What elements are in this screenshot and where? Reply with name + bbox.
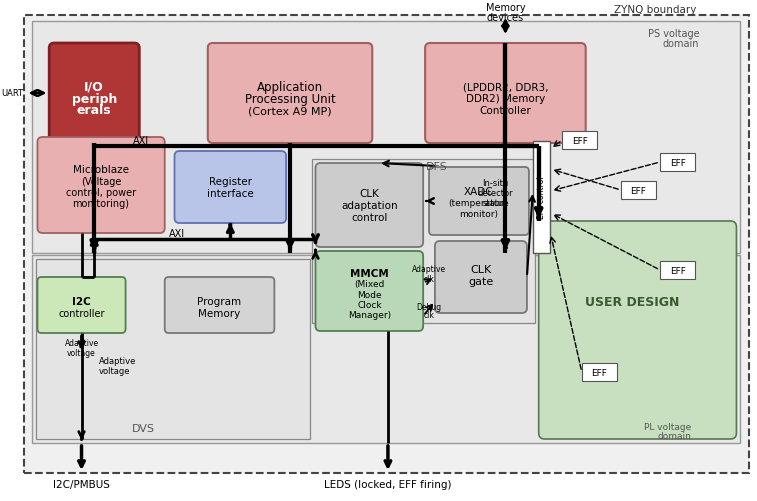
Text: XADC: XADC (464, 187, 494, 196)
Text: I2C/PMBUS: I2C/PMBUS (53, 479, 110, 489)
Text: In-situ: In-situ (482, 179, 509, 188)
Text: PS voltage: PS voltage (648, 29, 699, 39)
Text: Memory: Memory (485, 3, 525, 13)
Bar (660, 154, 696, 172)
Text: Clock: Clock (357, 300, 382, 309)
Bar (36, 260, 310, 439)
Text: Manager): Manager) (347, 310, 391, 319)
Text: DVS: DVS (132, 423, 154, 433)
Text: ZYNQ boundary: ZYNQ boundary (614, 5, 696, 15)
FancyBboxPatch shape (165, 278, 274, 333)
Text: MMCM: MMCM (350, 269, 388, 279)
FancyBboxPatch shape (37, 138, 165, 233)
Text: devices: devices (487, 13, 524, 23)
Text: Application: Application (257, 80, 323, 93)
Text: monitoring): monitoring) (73, 198, 129, 208)
Text: Adaptive: Adaptive (99, 357, 136, 366)
Bar (660, 262, 696, 280)
FancyBboxPatch shape (539, 221, 737, 439)
Text: USER DESIGN: USER DESIGN (585, 295, 680, 308)
Text: PL voltage: PL voltage (644, 423, 691, 432)
Text: (Mixed: (Mixed (354, 280, 385, 289)
Text: domain: domain (658, 432, 691, 440)
FancyBboxPatch shape (49, 44, 139, 144)
FancyBboxPatch shape (316, 252, 423, 331)
Text: (Cortex A9 MP): (Cortex A9 MP) (248, 106, 332, 116)
Text: monitor): monitor) (459, 209, 498, 218)
Text: AXI: AXI (170, 228, 185, 238)
Bar (32, 22, 740, 254)
Text: Register: Register (209, 177, 252, 187)
Text: gate: gate (469, 277, 494, 287)
Text: control, power: control, power (66, 188, 136, 197)
Bar (562, 132, 597, 150)
Text: AXI: AXI (133, 136, 150, 146)
Text: periph: periph (72, 92, 117, 105)
Text: Adaptive: Adaptive (64, 339, 98, 348)
Bar (32, 256, 740, 443)
FancyBboxPatch shape (208, 44, 372, 144)
Text: control: control (351, 212, 388, 222)
Text: EFF: EFF (670, 158, 686, 167)
Text: I/O: I/O (84, 80, 104, 93)
Text: DFS: DFS (426, 162, 447, 172)
FancyBboxPatch shape (425, 44, 586, 144)
Text: Memory: Memory (198, 309, 241, 318)
Text: (LPDDR2, DDR3,: (LPDDR2, DDR3, (463, 82, 548, 92)
Text: Microblaze: Microblaze (73, 165, 129, 175)
Text: EFF control: EFF control (537, 176, 546, 219)
FancyBboxPatch shape (37, 278, 126, 333)
Bar (621, 182, 656, 199)
Text: Program: Program (198, 297, 241, 307)
Text: interface: interface (207, 188, 254, 198)
FancyBboxPatch shape (175, 152, 286, 223)
Text: EFF: EFF (631, 186, 646, 195)
Text: EFF: EFF (572, 136, 587, 145)
Text: Debug: Debug (416, 302, 441, 311)
Text: detector: detector (478, 189, 513, 198)
FancyBboxPatch shape (316, 164, 423, 247)
Text: Controller: Controller (479, 106, 531, 116)
Text: erals: erals (77, 104, 111, 117)
Bar (312, 160, 534, 323)
FancyBboxPatch shape (435, 241, 527, 313)
Text: status: status (483, 199, 509, 208)
Bar (533, 142, 550, 254)
Text: CLK: CLK (360, 188, 379, 198)
Text: voltage: voltage (67, 349, 96, 358)
Text: adaptation: adaptation (341, 200, 397, 210)
Text: CLK: CLK (470, 265, 491, 275)
Text: (temperature: (temperature (449, 199, 509, 208)
Text: clk: clk (424, 311, 435, 320)
Text: UART: UART (2, 89, 23, 98)
Text: EFF: EFF (591, 368, 607, 377)
Text: controller: controller (58, 309, 104, 318)
Bar (582, 363, 617, 381)
Text: Adaptive: Adaptive (412, 265, 446, 274)
Text: LEDS (locked, EFF firing): LEDS (locked, EFF firing) (324, 479, 452, 489)
Text: DDR2) Memory: DDR2) Memory (466, 94, 545, 104)
FancyBboxPatch shape (429, 168, 529, 235)
Text: clk: clk (424, 274, 435, 283)
Text: Processing Unit: Processing Unit (245, 92, 335, 105)
Text: I2C: I2C (72, 297, 91, 307)
Text: domain: domain (662, 39, 699, 49)
Text: EFF: EFF (670, 266, 686, 275)
Text: (Voltage: (Voltage (81, 177, 121, 187)
Text: voltage: voltage (99, 367, 131, 376)
Text: Mode: Mode (357, 290, 382, 299)
